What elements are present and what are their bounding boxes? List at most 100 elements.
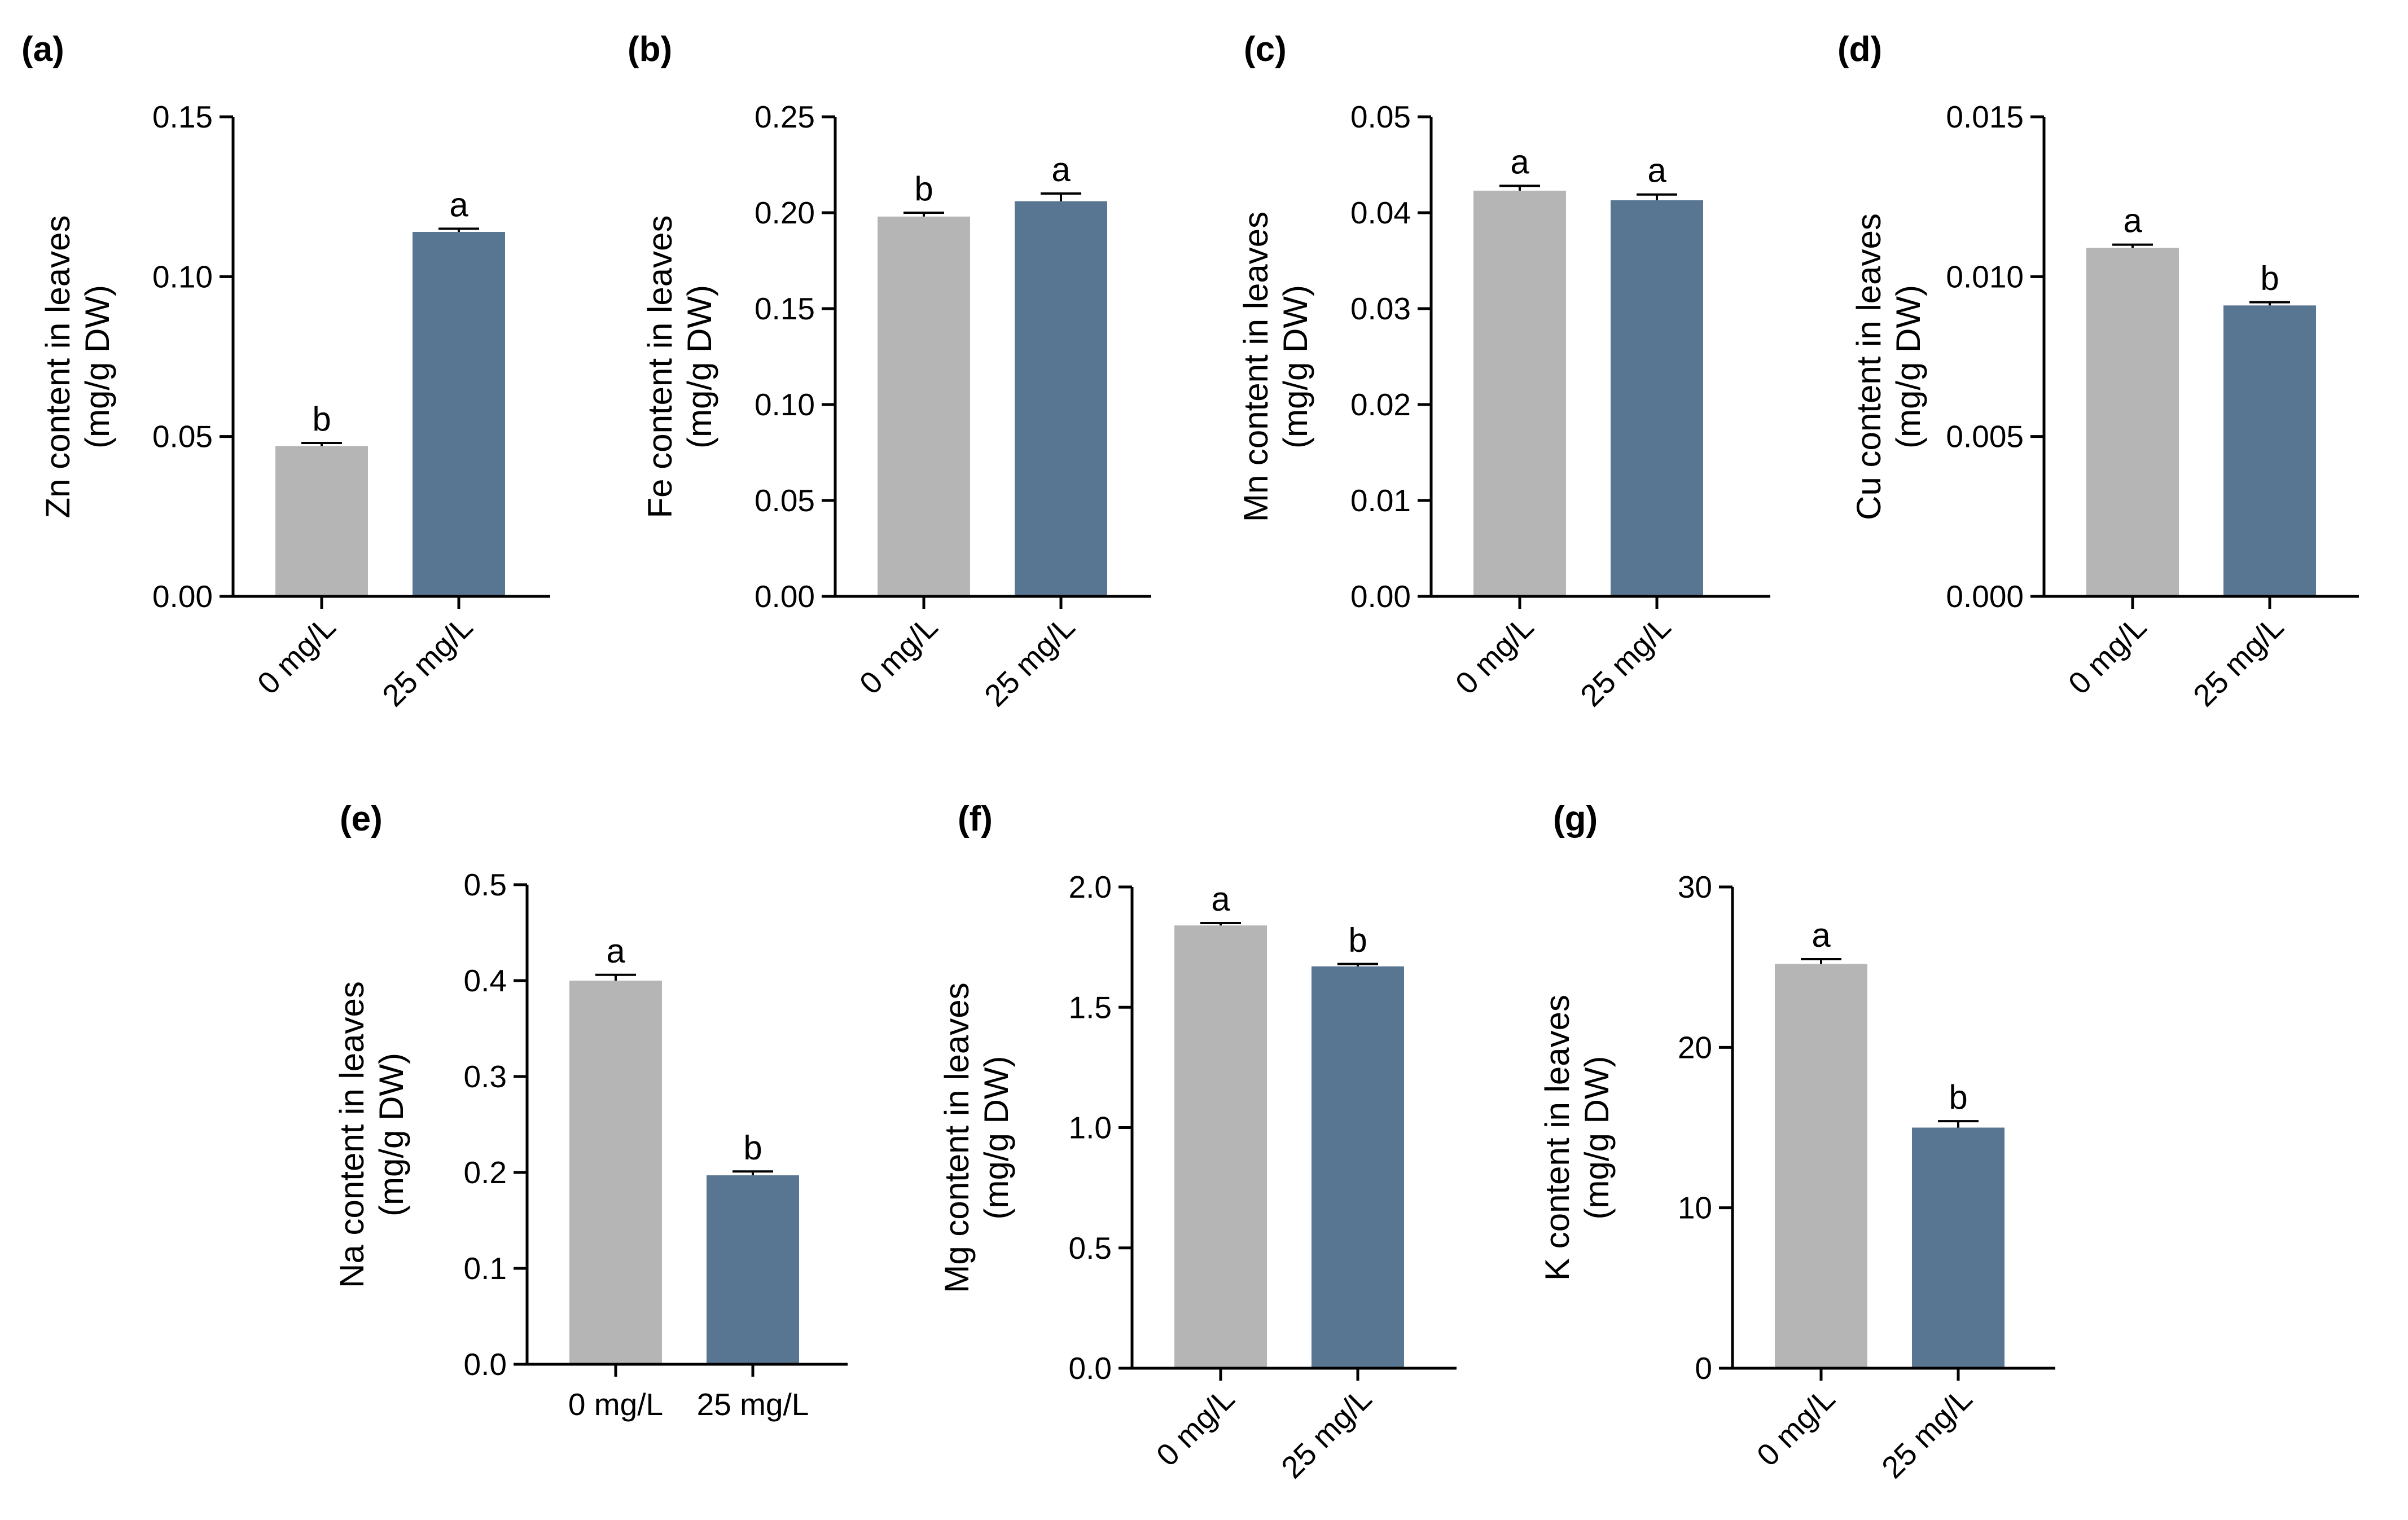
x-category-label: 0 mg/L (568, 1387, 663, 1422)
panel-label: (a) (21, 30, 64, 69)
y-tick-label: 0.1 (464, 1251, 507, 1286)
x-category-label: 0 mg/L (1449, 609, 1541, 701)
significance-letter: b (2260, 260, 2279, 297)
y-tick-label: 0.15 (152, 99, 213, 134)
significance-letter: b (1949, 1078, 1967, 1116)
significance-letter: a (1647, 152, 1666, 190)
y-tick-label: 0.10 (755, 387, 815, 422)
panel-label: (e) (340, 799, 383, 838)
y-tick-label: 0.02 (1350, 387, 1411, 422)
y-axis-title-line: Na content in leaves (333, 981, 371, 1288)
y-tick-label: 2.0 (1069, 869, 1112, 904)
y-axis-title-line: K content in leaves (1538, 995, 1576, 1281)
bar-treatment (1611, 200, 1703, 596)
y-tick-label: 0 (1695, 1351, 1712, 1386)
y-axis-title-unit: (mg/g DW) (78, 285, 116, 449)
significance-letter: a (2123, 202, 2142, 240)
panel-g: (g) a 0 mg/L b 25 mg/L 0 10 20 30 K content in le… (1538, 799, 2055, 1485)
y-axis-title-unit: (mg/g DW) (1578, 1056, 1616, 1220)
y-tick-label: 0.0 (464, 1347, 507, 1382)
y-axis-title-line: Zn content in leaves (39, 216, 77, 519)
significance-letter: a (1812, 916, 1831, 954)
x-category-label: 25 mg/L (1875, 1381, 1979, 1485)
panel-d: (d) a 0 mg/L b 25 mg/L 0.000 0.005 0.010 0.015 Cu… (1837, 30, 2359, 713)
x-category-label: 25 mg/L (1274, 1381, 1378, 1485)
y-tick-label: 20 (1678, 1030, 1712, 1065)
bar-control (878, 216, 970, 596)
x-category-label: 25 mg/L (697, 1387, 809, 1422)
panel-c: (c) a 0 mg/L a 25 mg/L 0.00 0.01 0.02 0.03 0.04 0.… (1237, 30, 1770, 713)
y-axis-title: K content in leaves (mg/g DW) (1538, 995, 1616, 1281)
y-tick-label: 0.01 (1350, 483, 1411, 518)
y-tick-label: 0.4 (464, 963, 507, 998)
y-tick-label: 0.010 (1946, 259, 2024, 294)
y-tick-label: 1.5 (1069, 990, 1112, 1025)
significance-letter: b (914, 170, 933, 208)
y-axis-title-line: Mg content in leaves (938, 982, 976, 1293)
y-tick-label: 0.00 (1350, 579, 1411, 614)
y-tick-label: 0.04 (1350, 195, 1411, 230)
y-tick-label: 0.2 (464, 1155, 507, 1190)
y-tick-label: 10 (1678, 1190, 1712, 1225)
x-category-label: 0 mg/L (853, 609, 945, 701)
y-tick-label: 0.00 (755, 579, 815, 614)
bar-control (569, 981, 662, 1364)
y-axis-title: Cu content in leaves (mg/g DW) (1850, 213, 1927, 520)
significance-letter: a (1211, 880, 1230, 918)
x-category-label: 0 mg/L (1750, 1381, 1842, 1473)
y-tick-label: 0.5 (464, 867, 507, 902)
bar-control (2086, 248, 2179, 596)
y-tick-label: 1.0 (1069, 1110, 1112, 1145)
bar-control (1174, 925, 1267, 1368)
bar-control (1775, 964, 1867, 1368)
y-tick-label: 0.00 (152, 579, 213, 614)
bar-treatment (707, 1175, 799, 1364)
y-tick-label: 0.25 (755, 99, 815, 134)
y-axis-title-unit: (mg/g DW) (681, 285, 718, 449)
y-tick-label: 0.3 (464, 1059, 507, 1094)
y-tick-label: 0.05 (755, 483, 815, 518)
x-category-label: 0 mg/L (2062, 609, 2153, 701)
y-tick-label: 0.015 (1946, 99, 2024, 134)
y-axis-title-line: Mn content in leaves (1237, 212, 1275, 522)
significance-letter: a (606, 932, 625, 970)
bar-treatment (1312, 966, 1404, 1368)
panel-b: (b) b 0 mg/L a 25 mg/L 0.00 0.05 0.10 0.15 0.20 0.… (628, 30, 1151, 713)
panel-label: (c) (1244, 30, 1287, 69)
panel-e: (e) a 0 mg/L b 25 mg/L 0.0 0.1 0.2 0.3 0.4 0.5 Na c… (333, 799, 848, 1422)
significance-letter: b (1348, 921, 1367, 959)
y-tick-label: 0.005 (1946, 419, 2024, 454)
bar-treatment (2223, 305, 2316, 596)
y-tick-label: 0.0 (1069, 1351, 1112, 1386)
y-tick-label: 30 (1678, 869, 1712, 904)
y-axis-title-line: Cu content in leaves (1850, 213, 1888, 520)
panel-label: (f) (958, 799, 993, 838)
y-axis-title-line: Fe content in leaves (641, 216, 679, 519)
y-tick-label: 0.05 (1350, 99, 1411, 134)
x-category-label: 25 mg/L (2186, 609, 2290, 713)
y-axis-title: Fe content in leaves (mg/g DW) (641, 216, 718, 519)
y-tick-label: 0.03 (1350, 291, 1411, 326)
x-category-label: 0 mg/L (1150, 1381, 1242, 1473)
y-axis-title-unit: (mg/g DW) (977, 1056, 1015, 1220)
panel-label: (d) (1837, 30, 1882, 69)
significance-letter: b (312, 400, 331, 438)
bar-control (1473, 190, 1566, 596)
y-axis-title: Na content in leaves (mg/g DW) (333, 981, 410, 1288)
x-category-label: 25 mg/L (1573, 609, 1677, 713)
bar-treatment (1912, 1127, 2005, 1368)
y-axis-title-unit: (mg/g DW) (372, 1053, 410, 1216)
y-axis-title: Zn content in leaves (mg/g DW) (39, 216, 116, 519)
panel-f: (f) a 0 mg/L b 25 mg/L 0.0 0.5 1.0 1.5 2.0 Mg cont… (938, 799, 1457, 1485)
x-category-label: 25 mg/L (977, 609, 1081, 713)
significance-letter: a (449, 186, 468, 223)
y-tick-label: 0.20 (755, 195, 815, 230)
y-tick-label: 0.10 (152, 259, 213, 294)
panel-label: (g) (1553, 799, 1598, 838)
y-tick-label: 0.05 (152, 419, 213, 454)
y-axis-title: Mg content in leaves (mg/g DW) (938, 982, 1015, 1293)
y-axis-title-unit: (mg/g DW) (1889, 285, 1927, 449)
significance-letter: b (743, 1128, 762, 1166)
significance-letter: a (1510, 143, 1529, 181)
